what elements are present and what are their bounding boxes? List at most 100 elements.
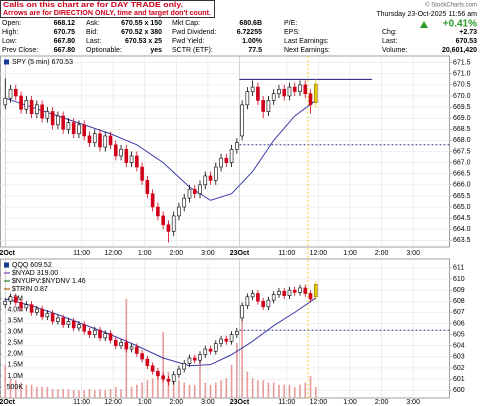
y-tick-label: 668.0 xyxy=(453,137,471,144)
x-tick-label: 22Oct xyxy=(0,399,16,406)
x-tick-label: 3:00 xyxy=(406,250,420,257)
candle-body xyxy=(3,97,8,106)
quote-value: 670.55 x 150 xyxy=(121,20,162,27)
candle-body xyxy=(140,353,144,360)
candle-body xyxy=(277,89,281,95)
x-tick-label: 22Oct xyxy=(0,250,16,257)
candle-body xyxy=(235,330,239,335)
candle-body xyxy=(303,287,308,294)
volume-bar xyxy=(293,386,296,398)
x-tick-label: 11:00 xyxy=(73,399,90,406)
volume-bar xyxy=(162,331,164,398)
candle-body xyxy=(313,83,318,103)
x-tick-label: 2:00 xyxy=(170,250,184,257)
candle-body xyxy=(87,330,92,335)
y-tick-label: 603 xyxy=(453,354,465,361)
candle-body xyxy=(61,317,65,325)
volume-bar xyxy=(20,382,22,398)
candle-body xyxy=(56,115,60,126)
candle-body xyxy=(240,305,244,319)
y-tick-label: 670.0 xyxy=(453,93,471,100)
candle-body xyxy=(308,293,313,300)
quote-label: Prev Close: xyxy=(2,47,38,54)
volume-bar xyxy=(51,389,54,398)
date: Thursday 23-Oct-2025 11:56 am xyxy=(376,11,477,18)
volume-bar xyxy=(262,380,264,398)
quote-label: EPS: xyxy=(284,29,300,36)
candle-body xyxy=(250,86,255,92)
candle-body xyxy=(129,346,134,350)
candle-body xyxy=(287,289,292,296)
candle-body xyxy=(250,293,255,298)
volume-bar xyxy=(251,378,254,398)
quote-value: 667.80 xyxy=(54,38,76,45)
candle-body xyxy=(298,287,302,293)
quote-value: 670.75 xyxy=(54,29,76,36)
candle-body xyxy=(45,111,50,119)
candle-body xyxy=(103,333,108,339)
quote-value: 667.80 xyxy=(54,47,76,54)
candle-body xyxy=(219,157,223,168)
y-tick-label: 604 xyxy=(453,343,465,350)
candle-body xyxy=(145,358,150,367)
summary-value: +2.73 xyxy=(459,29,477,36)
candle-body xyxy=(213,166,218,181)
candle-body xyxy=(135,155,139,168)
y-tick-label: 609 xyxy=(453,287,465,294)
candle-body xyxy=(192,357,197,361)
y-tick-label: 665.5 xyxy=(453,193,471,200)
volume-bar xyxy=(309,375,312,398)
x-tick-label: 12:00 xyxy=(310,250,328,257)
quote-value: 6.72255 xyxy=(237,29,262,36)
candle-body xyxy=(71,122,76,135)
y-tick-label: 610 xyxy=(453,276,465,283)
candle-body xyxy=(240,104,244,137)
x-tick-label: 1:00 xyxy=(138,399,152,406)
x-tick-label: 11:00 xyxy=(278,399,295,406)
candle-body xyxy=(13,89,18,97)
volume-bar xyxy=(157,375,159,398)
candle-body xyxy=(261,300,265,308)
volume-bar xyxy=(278,384,280,398)
volume-bar xyxy=(41,386,43,398)
quote-label: Bid: xyxy=(86,29,98,36)
volume-tick-label: 1.0M xyxy=(7,373,23,380)
indicator-last: 0.87 xyxy=(34,286,48,293)
legend-entry: SPY (5 min) 670.53 xyxy=(12,59,73,66)
candle-body xyxy=(29,304,34,313)
quote-value: 77.5 xyxy=(248,47,262,54)
volume-bar xyxy=(257,380,259,398)
x-tick-label: 1:00 xyxy=(343,250,357,257)
volume-bar xyxy=(183,382,186,398)
volume-bar xyxy=(9,378,12,398)
volume-bar xyxy=(146,380,149,398)
candle-body xyxy=(35,104,39,115)
x-tick-label: 23Oct xyxy=(230,250,250,257)
candle-body xyxy=(287,86,292,97)
volume-tick-label: 3.5M xyxy=(7,318,23,325)
candle-body xyxy=(40,308,44,318)
candle-body xyxy=(229,334,234,342)
volume-tick-label: 4.0M xyxy=(7,307,23,314)
volume-bar xyxy=(36,386,38,398)
legend-swatch xyxy=(4,262,9,268)
indicator-last: 319.00 xyxy=(37,270,59,277)
candle-body xyxy=(266,100,271,112)
volume-tick-label: 2.5M xyxy=(7,340,23,347)
candle-body xyxy=(256,293,260,302)
y-tick-label: 664.0 xyxy=(453,226,471,233)
quote-label: Last Earnings: xyxy=(284,38,329,45)
y-tick-label: 667.0 xyxy=(453,159,471,166)
volume-bar xyxy=(46,386,49,398)
candle-body xyxy=(77,324,81,329)
candle-body xyxy=(198,354,202,361)
candle-body xyxy=(256,86,260,101)
candle-body xyxy=(77,124,81,135)
quote-label: Mkt Cap: xyxy=(172,20,200,27)
summary-label: Chg: xyxy=(382,29,397,36)
quote-label: Fwd Yield: xyxy=(172,38,204,45)
volume-bar xyxy=(25,384,28,398)
volume-bar xyxy=(299,384,301,398)
candle-body xyxy=(282,290,287,296)
